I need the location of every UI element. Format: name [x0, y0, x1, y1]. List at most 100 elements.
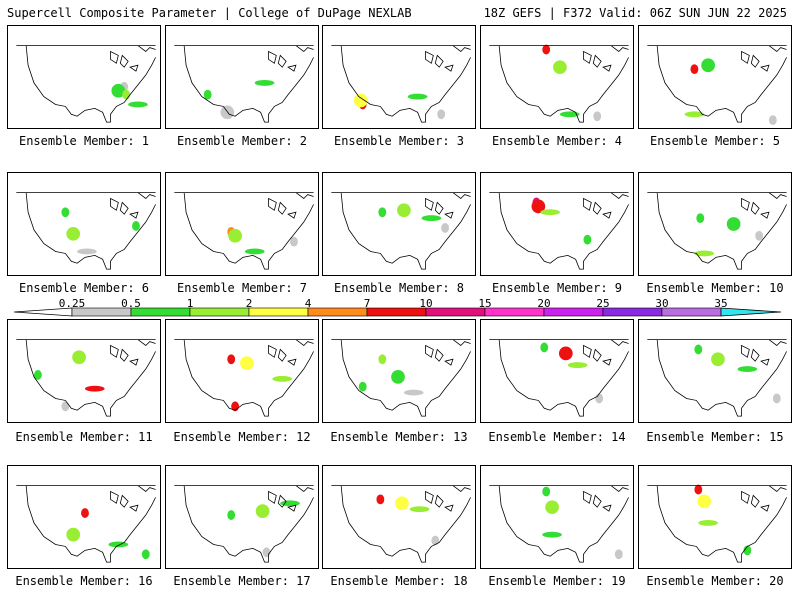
ensemble-member-label: Ensemble Member: 4: [491, 134, 623, 148]
ensemble-map-panel: [7, 172, 161, 276]
ensemble-member-label: Ensemble Member: 13: [330, 430, 468, 444]
scp-contour-area: [262, 547, 271, 558]
scp-contour-area: [272, 375, 293, 382]
scp-contour-area: [768, 115, 777, 126]
ensemble-map-panel: [480, 172, 634, 276]
scp-contour-area: [128, 101, 148, 108]
scp-contour-area: [280, 500, 300, 507]
scp-contour-area: [391, 370, 405, 384]
scp-contour-area: [431, 535, 440, 546]
scp-contour-area: [61, 207, 70, 218]
colorbar-tick-label: 30: [655, 297, 669, 310]
us-map: [489, 44, 629, 123]
ensemble-member-label: Ensemble Member: 11: [15, 430, 153, 444]
ensemble-map-panel: [638, 25, 792, 129]
scp-contour-area: [255, 504, 270, 518]
colorbar-segment: [543, 307, 604, 317]
scp-contour-area: [254, 79, 275, 86]
scp-contour-area: [743, 545, 752, 556]
scp-contour-area: [421, 215, 442, 222]
us-map: [16, 339, 156, 417]
ensemble-member-label: Ensemble Member: 16: [15, 574, 153, 588]
scp-contour-area: [122, 89, 131, 100]
colorbar-segment: [366, 307, 427, 317]
scp-contour-area: [558, 346, 573, 361]
ensemble-member-label: Ensemble Member: 18: [330, 574, 468, 588]
scp-contour-area: [698, 519, 718, 526]
scp-contour-area: [614, 549, 623, 560]
us-map: [16, 45, 156, 123]
us-map: [331, 339, 471, 417]
colorbar-tick-label: 25: [596, 297, 610, 310]
ensemble-map-panel: [480, 25, 634, 129]
scp-contour-area: [542, 531, 562, 538]
us-map: [331, 485, 471, 563]
scp-contour-area: [240, 356, 254, 371]
ensemble-member-label: Ensemble Member: 9: [491, 281, 623, 295]
us-map: [16, 485, 156, 563]
colorbar-tick-label: 2: [245, 297, 253, 310]
valid-time-label: 18Z GEFS | F372 Valid: 06Z SUN JUN 22 20…: [483, 6, 787, 20]
scp-contour-area: [696, 213, 705, 224]
scp-contour-area: [376, 494, 385, 505]
colorbar-segment: [248, 307, 309, 317]
ensemble-map-panel: [322, 319, 476, 423]
colorbar-segment: [189, 307, 250, 317]
colorbar-segment: [307, 307, 368, 317]
scp-contour-area: [244, 248, 265, 255]
scp-contour-area: [690, 64, 699, 75]
ensemble-member-label: Ensemble Member: 7: [176, 281, 308, 295]
scp-contour-area: [694, 484, 703, 495]
us-map: [489, 485, 629, 563]
ensemble-member-label: Ensemble Member: 2: [176, 134, 308, 148]
scp-contour-area: [583, 234, 592, 245]
scp-contour-area: [108, 541, 129, 548]
scp-contour-area: [353, 93, 368, 108]
scp-contour-area: [395, 496, 409, 511]
us-map: [174, 192, 314, 270]
ensemble-map-panel: [165, 25, 319, 129]
scp-contour-area: [407, 93, 428, 100]
scp-contour-area: [772, 393, 781, 404]
colorbar-segment: [484, 307, 545, 317]
scp-contour-area: [441, 223, 450, 233]
scp-contour-area: [397, 203, 411, 218]
us-map: [647, 339, 787, 417]
ensemble-map-panel: [638, 319, 792, 423]
ensemble-map-panel: [7, 25, 161, 129]
scp-contour-area: [66, 527, 81, 542]
scp-contour-area: [737, 366, 758, 372]
colorbar-tick-label: 1: [186, 297, 194, 310]
ensemble-member-label: Ensemble Member: 6: [18, 281, 150, 295]
us-map: [331, 45, 471, 123]
colorbar-right-arrow: [720, 307, 782, 317]
scp-contour-area: [66, 226, 81, 241]
page-title: Supercell Composite Parameter | College …: [7, 6, 412, 20]
ensemble-member-label: Ensemble Member: 3: [333, 134, 465, 148]
scp-contour-area: [72, 350, 86, 365]
colorbar-tick-label: 7: [363, 297, 371, 310]
scp-contour-area: [33, 370, 42, 380]
scp-contour-area: [111, 83, 126, 98]
scp-contour-area: [437, 109, 446, 120]
scp-contour-area: [542, 486, 551, 497]
scp-contour-area: [84, 385, 105, 392]
us-map: [489, 339, 629, 417]
scp-contour-area: [403, 389, 424, 396]
ensemble-map-panel: [165, 319, 319, 423]
ensemble-member-label: Ensemble Member: 5: [649, 134, 781, 148]
scp-contour-area: [378, 354, 387, 365]
scp-contour-area: [593, 111, 602, 122]
ensemble-member-label: Ensemble Member: 8: [333, 281, 465, 295]
colorbar-tick-label: 0.25: [58, 297, 86, 310]
colorbar-tick-label: 35: [714, 297, 728, 310]
us-map: [174, 485, 314, 563]
scp-contour-area: [567, 362, 588, 369]
colorbar-tick-label: 15: [478, 297, 492, 310]
scp-contour-area: [227, 510, 236, 520]
scp-contour-area: [227, 354, 236, 365]
ensemble-map-panel: [322, 465, 476, 569]
scp-contour-area: [726, 217, 741, 231]
scp-contour-area: [540, 342, 549, 353]
ensemble-map-panel: [638, 465, 792, 569]
